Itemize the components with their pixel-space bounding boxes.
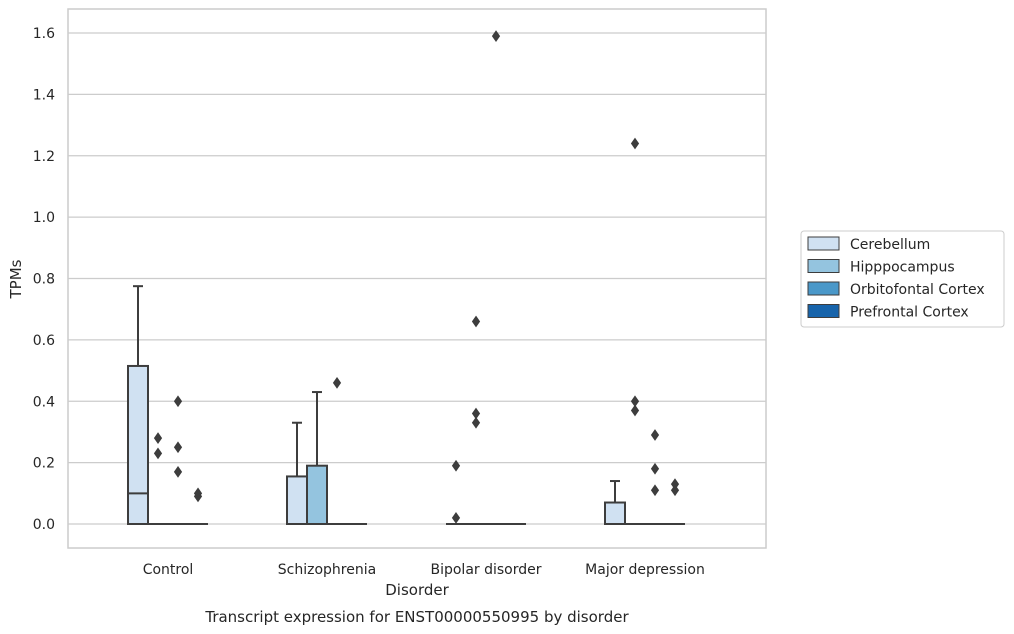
x-tick-label: Bipolar disorder bbox=[430, 562, 541, 578]
legend-swatch bbox=[807, 259, 840, 273]
outlier-point bbox=[153, 447, 163, 460]
outlier-point bbox=[471, 416, 481, 429]
legend-label: Orbitofontal Cortex bbox=[850, 282, 985, 298]
outlier-point bbox=[650, 462, 660, 475]
outlier-point bbox=[630, 395, 640, 408]
y-axis-label: TPMs bbox=[7, 259, 25, 299]
legend-swatch bbox=[807, 281, 840, 296]
box bbox=[604, 501, 626, 525]
y-tick-label: 1.4 bbox=[33, 87, 55, 103]
legend-swatch bbox=[807, 304, 840, 318]
x-axis-ticks: Control Schizophrenia Bipolar disorder Majo… bbox=[143, 562, 705, 578]
box bbox=[127, 364, 149, 525]
legend-label: Cerebellum bbox=[850, 237, 930, 253]
plot-area-frame bbox=[67, 8, 767, 549]
outlier-point bbox=[471, 407, 481, 420]
y-axis-ticks: 0.0 0.2 0.4 0.6 0.8 1.0 1.2 1.4 1.6 bbox=[33, 26, 55, 533]
x-tick-label: Schizophrenia bbox=[278, 562, 376, 578]
outlier-point bbox=[173, 441, 183, 454]
y-tick-label: 0.0 bbox=[33, 517, 55, 533]
outlier-point bbox=[670, 478, 680, 490]
outlier-point bbox=[451, 459, 461, 472]
legend: Cerebellum Hipppocampus Orbitofontal Corte… bbox=[800, 230, 1005, 328]
legend-label: Prefrontal Cortex bbox=[850, 305, 969, 321]
outlier-point bbox=[153, 432, 163, 444]
outlier-point bbox=[451, 511, 461, 524]
outlier-point bbox=[630, 137, 640, 150]
box-plot-marks bbox=[127, 30, 685, 526]
gridlines bbox=[68, 32, 766, 525]
outlier-point bbox=[332, 376, 342, 389]
outlier-point bbox=[630, 404, 640, 417]
x-tick-label: Major depression bbox=[585, 562, 705, 578]
outlier-point bbox=[471, 315, 481, 328]
outlier-point bbox=[173, 395, 183, 408]
x-axis-label: Disorder bbox=[385, 581, 449, 599]
outlier-point bbox=[173, 465, 183, 478]
y-tick-label: 0.8 bbox=[33, 272, 55, 288]
legend-label: Hipppocampus bbox=[850, 260, 955, 276]
y-tick-label: 0.6 bbox=[33, 333, 55, 349]
outlier-point bbox=[650, 484, 660, 497]
box bbox=[306, 464, 328, 526]
y-tick-label: 1.6 bbox=[33, 26, 55, 42]
legend-frame bbox=[800, 230, 1005, 328]
outlier-point bbox=[650, 429, 660, 441]
outlier-point bbox=[491, 30, 501, 42]
chart-caption: Transcript expression for ENST0000055099… bbox=[204, 608, 629, 626]
y-tick-label: 1.0 bbox=[33, 210, 55, 226]
x-tick-label: Control bbox=[143, 562, 194, 578]
y-tick-label: 0.2 bbox=[33, 456, 55, 472]
y-tick-label: 1.2 bbox=[33, 149, 55, 165]
y-tick-label: 0.4 bbox=[33, 394, 55, 410]
box bbox=[286, 475, 308, 526]
outlier-point bbox=[193, 487, 203, 500]
outlier-point bbox=[670, 484, 680, 497]
legend-swatch bbox=[807, 236, 840, 251]
